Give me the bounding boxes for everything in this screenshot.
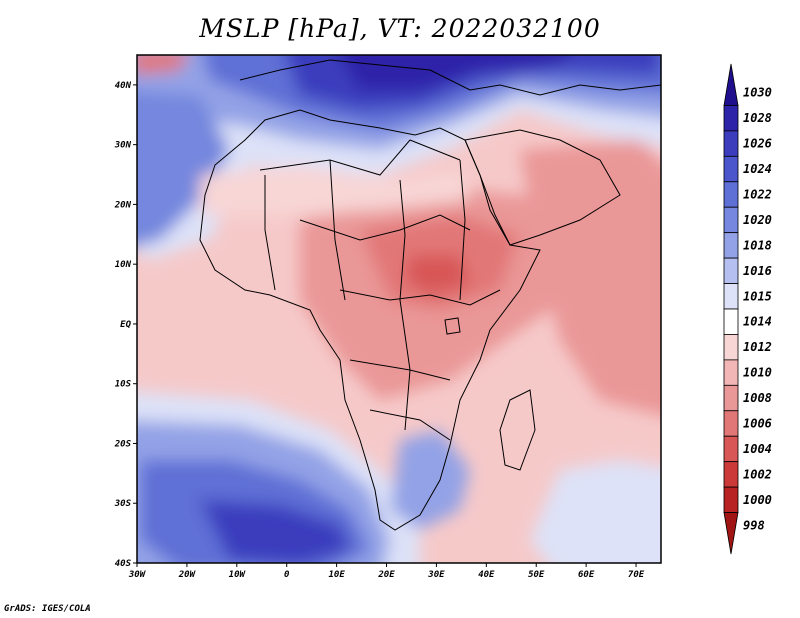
colorbar-label: 1004 <box>743 442 772 456</box>
lat-tick-label: 20N <box>114 200 132 210</box>
arabia-coast <box>464 129 621 246</box>
south-atlantic-1026 <box>200 500 350 563</box>
colorbar-swatch <box>723 63 739 106</box>
lon-tick-label: 20W <box>178 570 197 580</box>
colorbar-label: 1010 <box>743 366 772 380</box>
lon-tick-label: 40E <box>478 570 495 580</box>
lon-tick-label: 20E <box>377 570 395 580</box>
grads-credit: GrADS: IGES/COLA <box>4 604 91 614</box>
border-7 <box>459 159 466 301</box>
pressure-field <box>137 55 661 563</box>
colorbar-label: 998 <box>743 518 765 532</box>
colorbar-label: 1020 <box>743 213 772 227</box>
colorbar-swatch <box>723 130 739 157</box>
colorbar-label: 1000 <box>743 493 772 507</box>
colorbar-label: 1012 <box>743 340 772 354</box>
lon-tick-label: 10E <box>328 570 345 580</box>
colorbar-label: 1024 <box>743 162 772 176</box>
country-borders <box>199 59 661 531</box>
lon-tick-label: 30W <box>128 570 147 580</box>
colorbar-swatch <box>723 283 739 310</box>
colorbar-swatch <box>723 105 739 132</box>
colorbar-swatch <box>723 334 739 361</box>
lat-tick-label: 20S <box>114 439 132 449</box>
colorbar-label: 1014 <box>743 315 772 329</box>
africa-coastline <box>199 109 541 531</box>
colorbar-swatch <box>723 308 739 335</box>
latitude-ticks: 40N 30N 20N 10N EQ 10S 20S 30S 40S <box>114 81 137 569</box>
low-1006 <box>405 255 470 295</box>
colorbar-swatch <box>723 232 739 259</box>
lake-victoria <box>444 317 461 335</box>
colorbar-swatch <box>723 435 739 463</box>
colorbar-label: 1022 <box>743 188 772 202</box>
south-africa-high <box>390 430 470 530</box>
colorbar-swatch <box>723 181 739 208</box>
lat-tick-label: 30N <box>114 141 132 151</box>
colorbar-label: 1028 <box>743 111 772 125</box>
lat-tick-label: 10N <box>115 260 132 270</box>
colorbar-swatch <box>723 410 739 437</box>
colorbar-label: 1016 <box>743 264 772 278</box>
colorbar-swatch <box>723 486 739 513</box>
colorbar-swatch <box>723 359 739 386</box>
colorbar-swatch <box>723 512 739 555</box>
lon-tick-label: 60E <box>578 570 595 580</box>
colorbar-label: 1015 <box>743 289 772 303</box>
high-north-1028 <box>339 55 568 90</box>
colorbar-swatch <box>723 206 739 234</box>
border-5 <box>369 409 451 441</box>
border-2 <box>299 214 471 241</box>
colorbar-label: 1026 <box>743 137 772 151</box>
ne-corner-low <box>137 55 188 75</box>
colorbar-label: 1008 <box>743 391 772 405</box>
colorbar-swatch <box>723 257 739 284</box>
arabia-low <box>520 140 661 416</box>
longitude-ticks: 30W 20W 10W 0 10E 20E 30E 40E 50E 60E 70E <box>128 563 645 580</box>
lon-tick-label: 30E <box>427 570 445 580</box>
border-6 <box>399 179 411 431</box>
colorbar-label: 1002 <box>743 467 772 481</box>
lat-tick-label: 10S <box>115 380 132 390</box>
plot-frame <box>136 54 662 564</box>
colorbar-label: 1018 <box>743 238 772 252</box>
lat-tick-label: EQ <box>120 320 131 330</box>
europe-coast <box>239 59 661 96</box>
madagascar <box>499 389 536 471</box>
south-indian-high <box>530 460 661 563</box>
map-title: MSLP [hPa], VT: 2022032100 <box>199 14 601 43</box>
border-8 <box>329 159 346 301</box>
border-9 <box>264 175 276 291</box>
colorbar: 1030 1028 1026 1024 1022 1020 1018 1016 1015 1014… <box>723 63 772 555</box>
colorbar-label: 1006 <box>743 417 772 431</box>
border-1 <box>259 139 461 176</box>
lat-tick-label: 40N <box>115 81 132 91</box>
colorbar-swatch <box>723 384 739 412</box>
lon-tick-label: 0 <box>284 570 290 580</box>
lon-tick-label: 50E <box>528 570 545 580</box>
colorbar-swatch <box>723 461 739 488</box>
colorbar-label: 1030 <box>743 86 772 100</box>
lon-tick-label: 10W <box>229 570 247 580</box>
border-3 <box>339 289 501 306</box>
lon-tick-label: 70E <box>628 570 645 580</box>
lat-tick-label: 30S <box>114 499 132 509</box>
atlantic-high <box>137 91 230 246</box>
lat-tick-label: 40S <box>115 559 132 569</box>
colorbar-swatch <box>723 155 739 183</box>
